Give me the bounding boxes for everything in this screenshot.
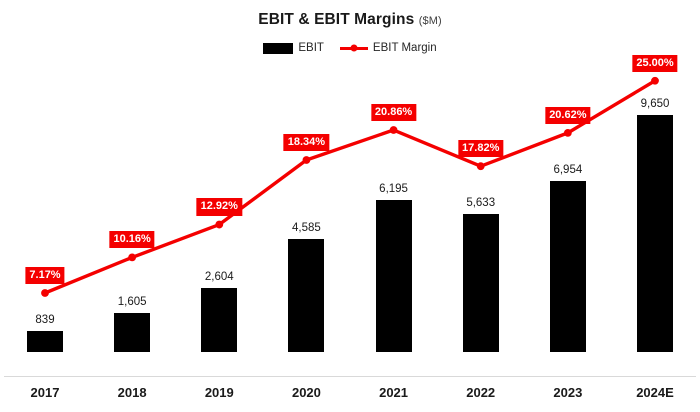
ebit-margin-label-2021: 20.86% [370, 103, 417, 122]
ebit-value-label-2022: 5,633 [466, 196, 496, 209]
legend-item-ebit: EBIT [263, 42, 324, 54]
ebit-margin-dot-icon [350, 44, 358, 52]
ebit-value-label-2024E: 9,650 [640, 98, 670, 110]
ebit-margin-marker-2022 [476, 162, 485, 171]
legend-label-ebit: EBIT [298, 42, 324, 54]
legend: EBIT EBIT Margin [0, 42, 700, 54]
legend-label-ebit-margin: EBIT Margin [372, 42, 437, 54]
ebit-margin-label-2023: 20.62% [545, 106, 591, 124]
ebit-margin-marker-2023 [563, 128, 572, 137]
ebit-bar-swatch [263, 42, 294, 54]
ebit-value-label-2019: 2,604 [204, 271, 234, 284]
ebit-margin-marker-2018 [128, 253, 137, 262]
ebit-margin-label-2018: 10.16% [109, 231, 155, 249]
x-axis-label-2023: 2023 [553, 385, 583, 400]
ebit-margin-label-2020: 18.34% [283, 133, 330, 152]
ebit-margin-marker-2021 [389, 126, 398, 134]
ebit-bar-2021 [375, 199, 412, 352]
ebit-value-label-2023: 6,954 [553, 164, 583, 177]
ebit-margin-label-2024E: 25.00% [632, 54, 678, 72]
x-axis-label-2024E: 2024E [636, 385, 674, 400]
ebit-margin-marker-2017 [41, 289, 49, 297]
ebit-bar-2022 [462, 213, 499, 352]
ebit-bar-2017 [27, 331, 63, 352]
ebit-bar-2024E [637, 115, 673, 352]
chart-title: EBIT & EBIT Margins ($M) [0, 11, 700, 29]
chart-title-main: EBIT & EBIT Margins [258, 11, 415, 28]
ebit-margin-marker-2024E [651, 76, 659, 85]
x-axis-label-2018: 2018 [117, 385, 147, 400]
x-axis-label-2022: 2022 [466, 385, 496, 400]
ebit-bar-2020 [288, 239, 325, 352]
ebit-margin-marker-2020 [302, 156, 311, 164]
x-axis-label-2017: 2017 [30, 385, 60, 400]
ebit-bar-2023 [549, 181, 586, 352]
x-axis-label-2020: 2020 [291, 385, 321, 400]
ebit-margin-marker-2019 [215, 220, 224, 229]
ebit-margin-label-2022: 17.82% [458, 140, 504, 158]
x-axis-label-2019: 2019 [204, 385, 234, 400]
ebit-value-label-2021: 6,195 [379, 182, 408, 195]
chart-title-unit: ($M) [418, 15, 442, 27]
ebit-value-label-2020: 4,585 [292, 222, 321, 235]
ebit-margin-label-2017: 7.17% [25, 266, 65, 284]
x-axis-line [4, 376, 696, 377]
x-axis-label-2021: 2021 [379, 385, 409, 400]
ebit-bar-2019 [201, 288, 238, 352]
ebit-value-label-2017: 839 [35, 314, 55, 327]
ebit-value-label-2018: 1,605 [117, 295, 147, 308]
ebit-bar-2018 [114, 312, 151, 352]
ebit-margin-line-swatch [339, 44, 368, 52]
legend-item-ebit-margin: EBIT Margin [339, 42, 437, 54]
ebit-margin-label-2019: 12.92% [196, 198, 242, 216]
